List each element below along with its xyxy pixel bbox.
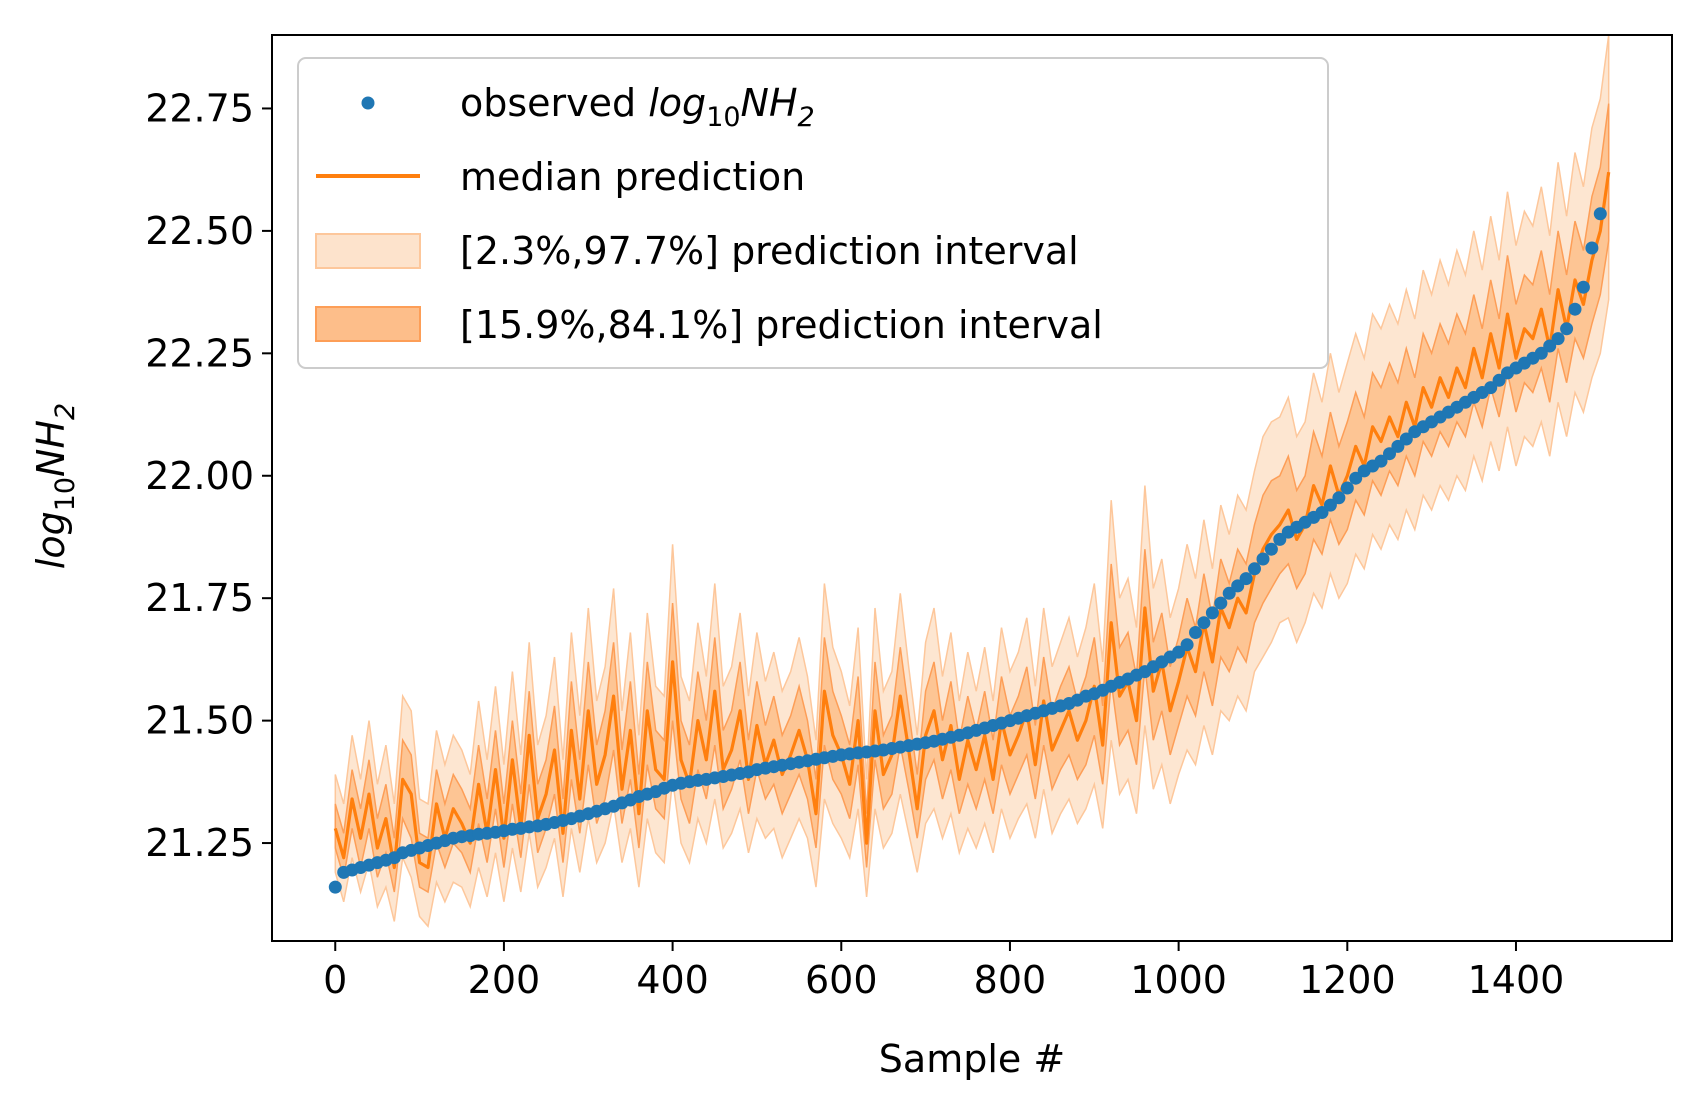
legend-observed-nh: NH xyxy=(741,81,798,125)
y-axis-ticks: 21.25 21.50 21.75 22.00 22.25 22.50 22.75 xyxy=(145,86,272,865)
legend-observed-log: log xyxy=(648,81,706,125)
x-tick-label: 1000 xyxy=(1130,958,1227,1002)
legend-box xyxy=(297,57,1329,369)
observed-point xyxy=(1374,454,1388,468)
observed-point xyxy=(1484,381,1498,395)
y-label-nh: NH xyxy=(29,420,73,477)
legend-label-outer-band: [2.3%,97.7%] prediction interval xyxy=(460,229,1079,273)
observed-point xyxy=(1576,280,1590,294)
axes-frame xyxy=(271,34,1673,942)
y-label-sub-2: 2 xyxy=(50,403,81,420)
y-tick-label: 21.50 xyxy=(145,699,254,743)
observed-point xyxy=(1492,373,1506,387)
observed-point xyxy=(1231,579,1245,593)
observed-point xyxy=(328,880,342,894)
observed-point xyxy=(1248,562,1261,576)
x-tick-label: 800 xyxy=(974,958,1047,1002)
observed-point xyxy=(1205,606,1219,620)
observed-point xyxy=(1315,506,1329,519)
observed-point xyxy=(1593,207,1607,221)
x-tick-label: 1200 xyxy=(1299,958,1396,1002)
observed-point xyxy=(1568,302,1582,316)
observed-point xyxy=(1180,638,1194,652)
x-tick-label: 200 xyxy=(468,958,541,1002)
observed-point xyxy=(1264,542,1278,556)
observed-point xyxy=(1239,572,1253,586)
legend-label-observed: observed log10NH2 xyxy=(460,81,815,133)
x-tick-label: 600 xyxy=(805,958,878,1002)
x-axis-ticks: 0 200 400 600 800 1000 1200 1400 xyxy=(323,941,1564,1002)
observed-point xyxy=(1273,532,1287,546)
y-axis-label: log10NH2 xyxy=(29,403,81,569)
observed-point xyxy=(1551,332,1565,346)
legend-observed-sub-2: 2 xyxy=(798,102,815,133)
observed-point xyxy=(1172,645,1186,659)
legend-patch-outer-band xyxy=(315,233,421,269)
observed-point xyxy=(1585,241,1599,255)
y-label-sub-10: 10 xyxy=(50,477,81,511)
observed-point xyxy=(1349,471,1363,485)
y-tick-label: 22.25 xyxy=(145,331,254,375)
observed-point xyxy=(1340,481,1354,495)
x-tick-label: 1400 xyxy=(1468,958,1565,1002)
legend-patch-inner-band xyxy=(315,306,421,342)
median-line-group xyxy=(333,171,1611,870)
observed-point xyxy=(1323,498,1337,512)
legend-observed-sub-10: 10 xyxy=(706,102,740,133)
observed-point xyxy=(1543,339,1557,353)
y-tick-label: 22.75 xyxy=(145,86,254,130)
y-tick-label: 21.25 xyxy=(145,821,254,865)
y-label-log: log xyxy=(29,511,73,569)
legend-label-inner-band: [15.9%,84.1%] prediction interval xyxy=(460,303,1103,347)
band-outer-2.3-97.7 xyxy=(334,35,1610,928)
observed-point xyxy=(1189,626,1202,639)
median-prediction-line xyxy=(333,171,1611,870)
observed-point xyxy=(1534,346,1548,360)
x-tick-label: 400 xyxy=(636,958,709,1002)
observed-point xyxy=(1214,596,1228,610)
band-outer-group xyxy=(334,35,1610,928)
observed-point xyxy=(1560,322,1574,336)
observed-point xyxy=(1256,552,1270,566)
observed-point xyxy=(1391,439,1405,453)
legend-marker-observed xyxy=(361,96,375,110)
x-tick-label: 0 xyxy=(323,958,347,1002)
y-tick-label: 21.75 xyxy=(145,576,254,620)
observed-point xyxy=(1222,586,1236,600)
observed-point xyxy=(1197,616,1211,630)
legend-observed-text: observed xyxy=(460,81,648,125)
observed-point xyxy=(1399,432,1413,446)
observed-point xyxy=(1383,447,1396,461)
y-tick-label: 22.00 xyxy=(145,454,254,498)
y-tick-label: 22.50 xyxy=(145,209,254,253)
legend-label-median: median prediction xyxy=(460,155,805,199)
legend: observed log10NH2 median prediction [2.3… xyxy=(297,57,1329,369)
plot-area xyxy=(328,35,1611,928)
observed-point xyxy=(1332,491,1346,505)
observed-points-group xyxy=(328,207,1607,894)
x-axis-label: Sample # xyxy=(879,1037,1065,1081)
